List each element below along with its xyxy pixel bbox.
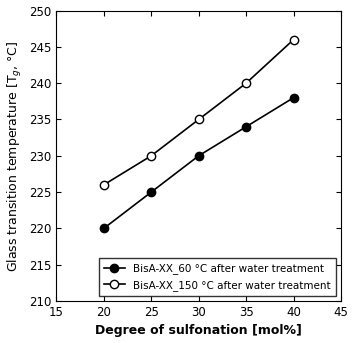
BisA-XX_60 °C after water treatment <box>291 96 296 100</box>
BisA-XX_60 °C after water treatment <box>196 154 201 158</box>
BisA-XX_150 °C after water treatment <box>244 81 248 85</box>
Legend: BisA-XX_60 °C after water treatment, BisA-XX_150 °C after water treatment: BisA-XX_60 °C after water treatment, Bis… <box>99 258 336 296</box>
Y-axis label: Glass transition temperature [T$_g$, °C]: Glass transition temperature [T$_g$, °C] <box>6 40 24 272</box>
BisA-XX_150 °C after water treatment <box>149 154 153 158</box>
BisA-XX_150 °C after water treatment <box>102 183 106 187</box>
BisA-XX_150 °C after water treatment <box>196 117 201 121</box>
BisA-XX_150 °C after water treatment <box>291 37 296 42</box>
X-axis label: Degree of sulfonation [mol%]: Degree of sulfonation [mol%] <box>95 324 302 338</box>
BisA-XX_60 °C after water treatment <box>244 125 248 129</box>
BisA-XX_60 °C after water treatment <box>149 190 153 194</box>
BisA-XX_60 °C after water treatment <box>102 226 106 230</box>
Line: BisA-XX_60 °C after water treatment: BisA-XX_60 °C after water treatment <box>99 94 298 233</box>
Line: BisA-XX_150 °C after water treatment: BisA-XX_150 °C after water treatment <box>99 35 298 189</box>
